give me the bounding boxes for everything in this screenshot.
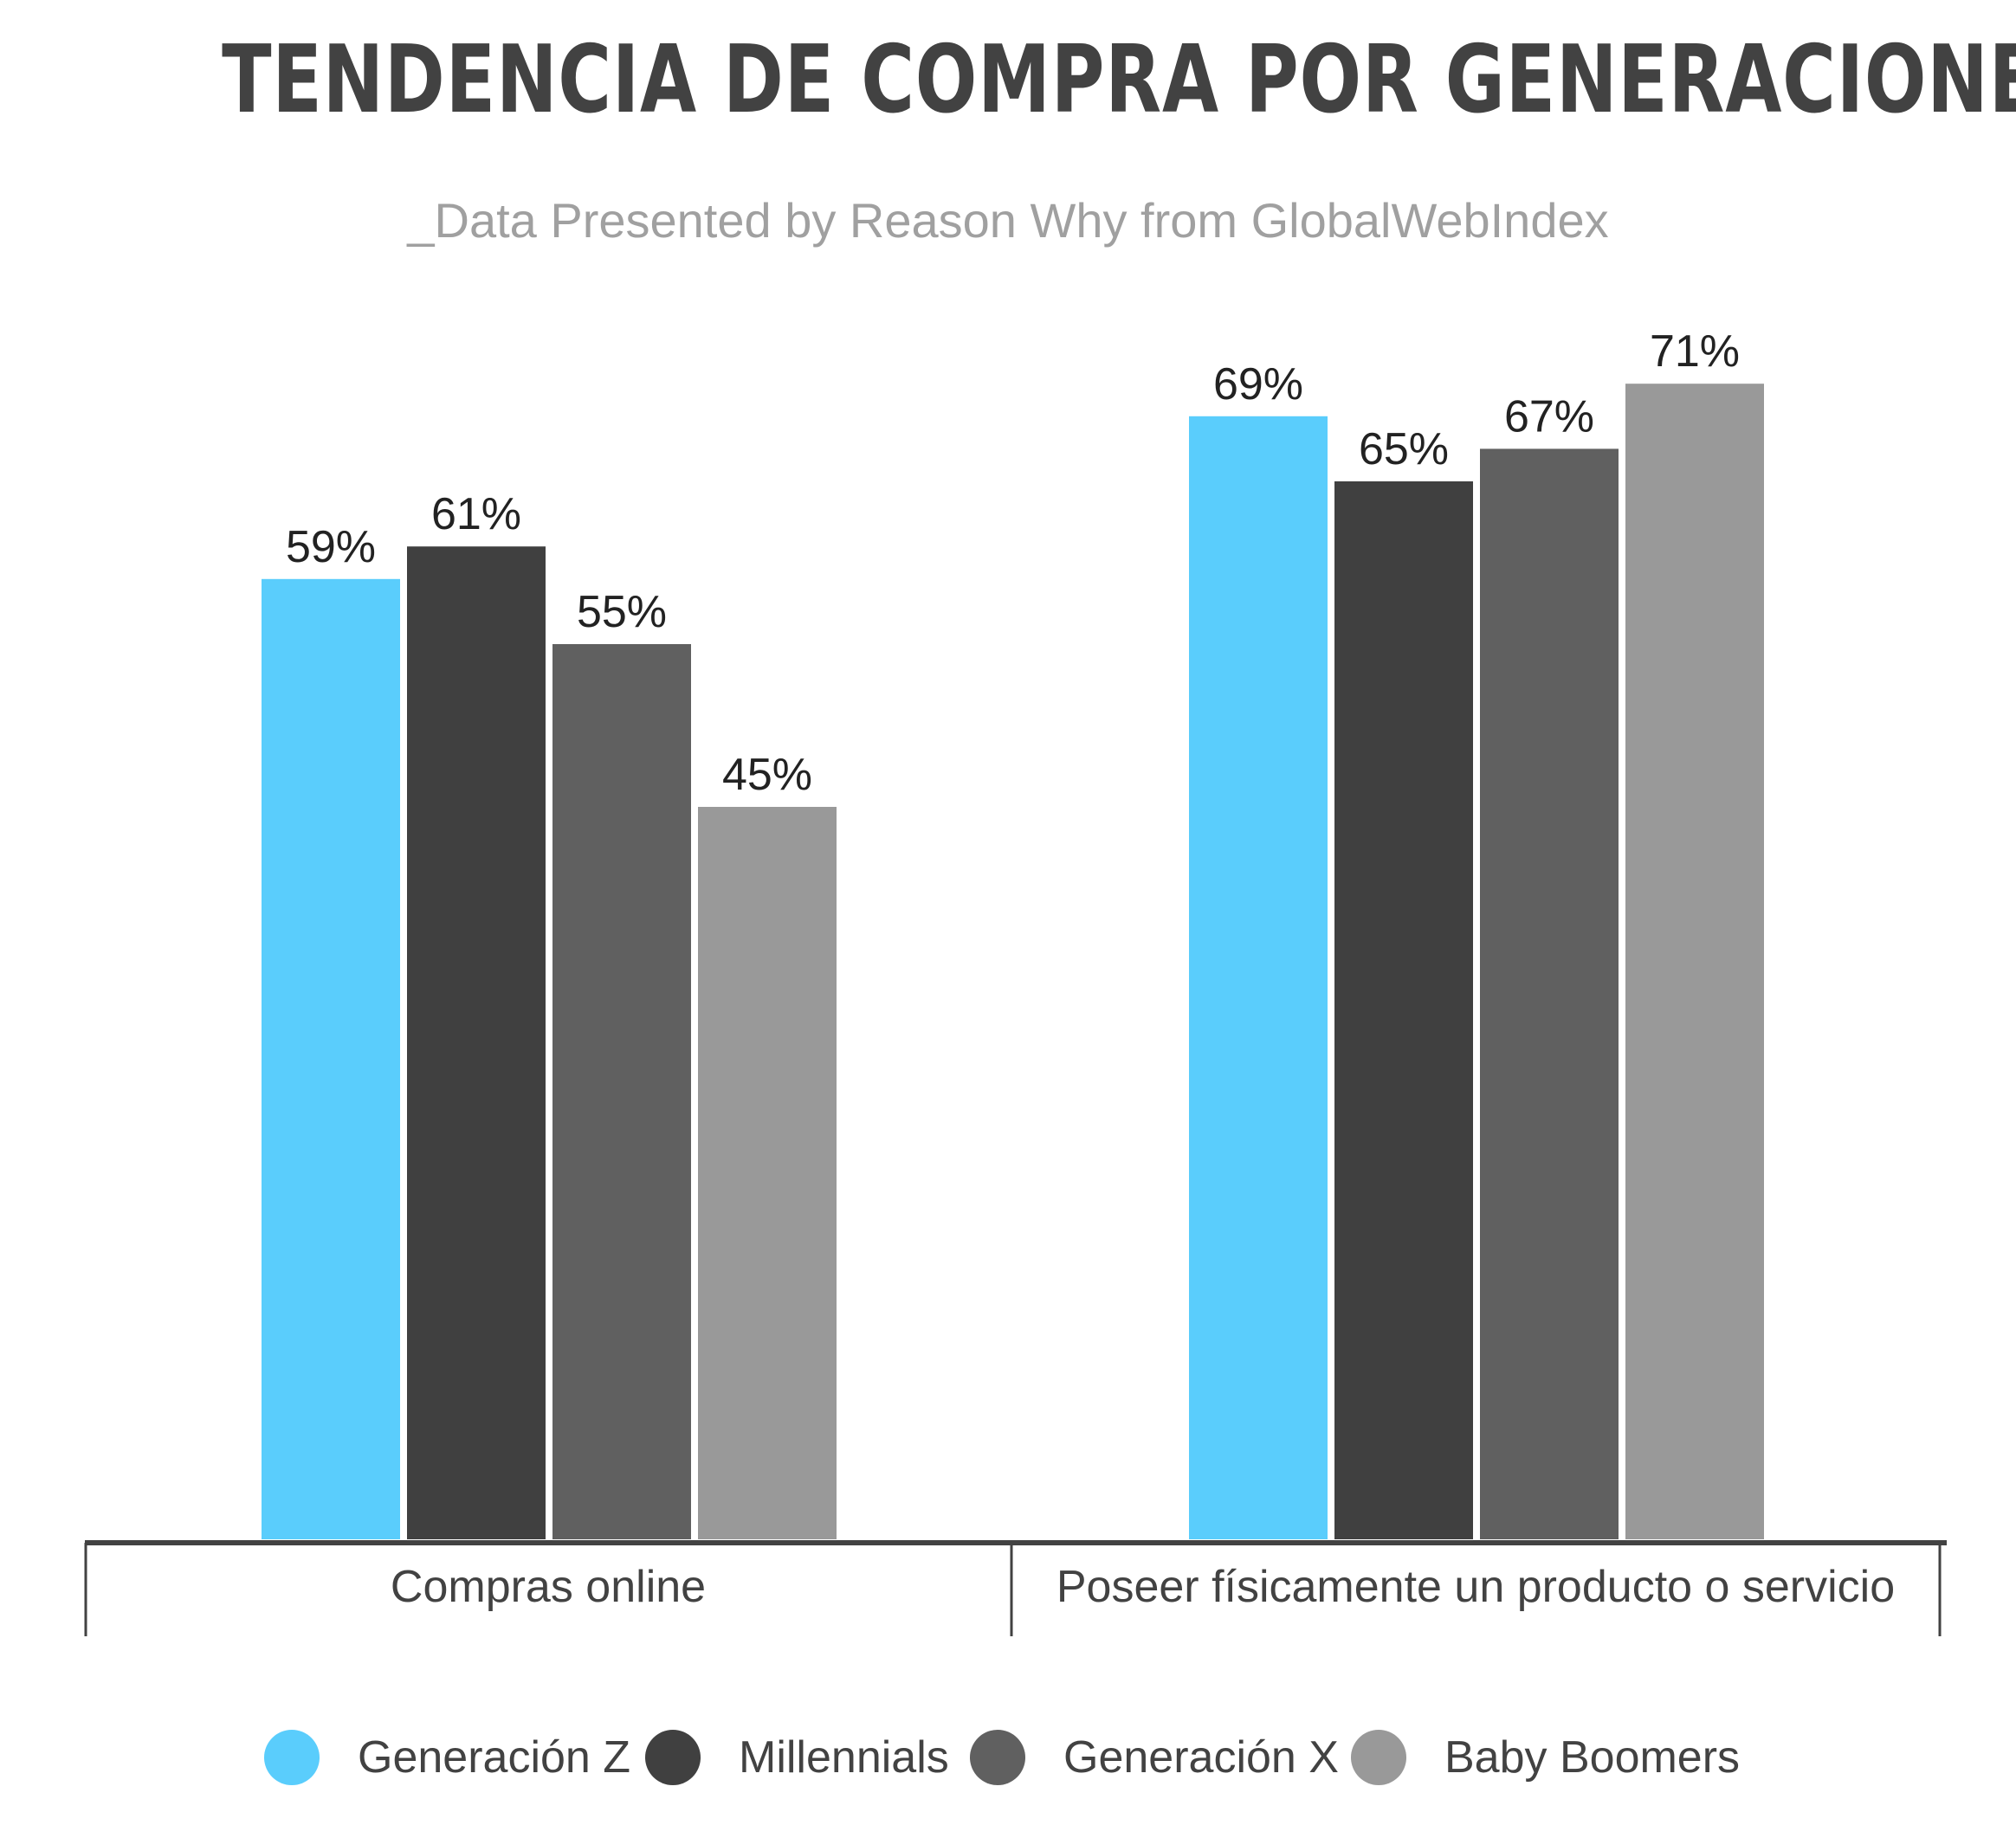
data-label-millennials-poseer-fisicamente-un-producto-o-servicio: 65% <box>1359 424 1449 474</box>
legend-item-generacion-x: Generación X <box>970 1714 1339 1801</box>
data-label-generacion-x-poseer-fisicamente-un-producto-o-servicio: 67% <box>1504 391 1594 442</box>
bar-baby-boomers-poseer-fisicamente-un-producto-o-servicio <box>1625 384 1764 1540</box>
legend-label-generacion-z: Generación Z <box>358 1732 631 1783</box>
chart-legend: Generación Z Millennials Generación X Ba… <box>0 1714 2016 1801</box>
data-label-generacion-x-compras-online: 55% <box>577 587 667 637</box>
bar-generacion-z-poseer-fisicamente-un-producto-o-servicio <box>1189 416 1328 1539</box>
legend-label-generacion-x: Generación X <box>1063 1732 1339 1783</box>
chart-title: TENDENCIA DE COMPRA POR GENERACIONES <box>222 26 2016 134</box>
legend-item-millennials: Millennials <box>645 1714 949 1801</box>
legend-swatch-millennials <box>645 1730 701 1785</box>
legend-swatch-generacion-z <box>264 1730 320 1785</box>
legend-label-baby-boomers: Baby Boomers <box>1444 1732 1741 1783</box>
legend-swatch-baby-boomers <box>1351 1730 1406 1785</box>
legend-item-baby-boomers: Baby Boomers <box>1351 1714 1740 1801</box>
bar-chart: 59% 69% 61% 65% 55% 67% 45% 71% Compras online Po… <box>84 326 1947 1636</box>
legend-swatch-generacion-x <box>970 1730 1025 1785</box>
category-label-compras-online: Compras online <box>391 1562 706 1612</box>
legend-item-generacion-z: Generación Z <box>264 1714 630 1801</box>
category-label-poseer-fisicamente-un-producto-o-servicio: Poseer físicamente un producto o servici… <box>1056 1562 1895 1612</box>
data-label-generacion-z-poseer-fisicamente-un-producto-o-servicio: 69% <box>1213 359 1303 409</box>
bar-generacion-x-compras-online <box>552 644 691 1539</box>
data-label-baby-boomers-poseer-fisicamente-un-producto-o-servicio: 71% <box>1650 326 1740 377</box>
bar-generacion-x-poseer-fisicamente-un-producto-o-servicio <box>1480 448 1619 1539</box>
chart-subtitle: _Data Presented by Reason Why from Globa… <box>407 193 1609 248</box>
bar-baby-boomers-compras-online <box>698 807 837 1539</box>
data-label-millennials-compras-online: 61% <box>431 489 521 539</box>
bar-generacion-z-compras-online <box>262 578 400 1539</box>
legend-label-millennials: Millennials <box>739 1732 949 1783</box>
data-label-generacion-z-compras-online: 59% <box>286 522 376 572</box>
data-label-baby-boomers-compras-online: 45% <box>722 750 812 800</box>
bar-millennials-poseer-fisicamente-un-producto-o-servicio <box>1334 481 1473 1539</box>
bar-millennials-compras-online <box>407 546 546 1540</box>
